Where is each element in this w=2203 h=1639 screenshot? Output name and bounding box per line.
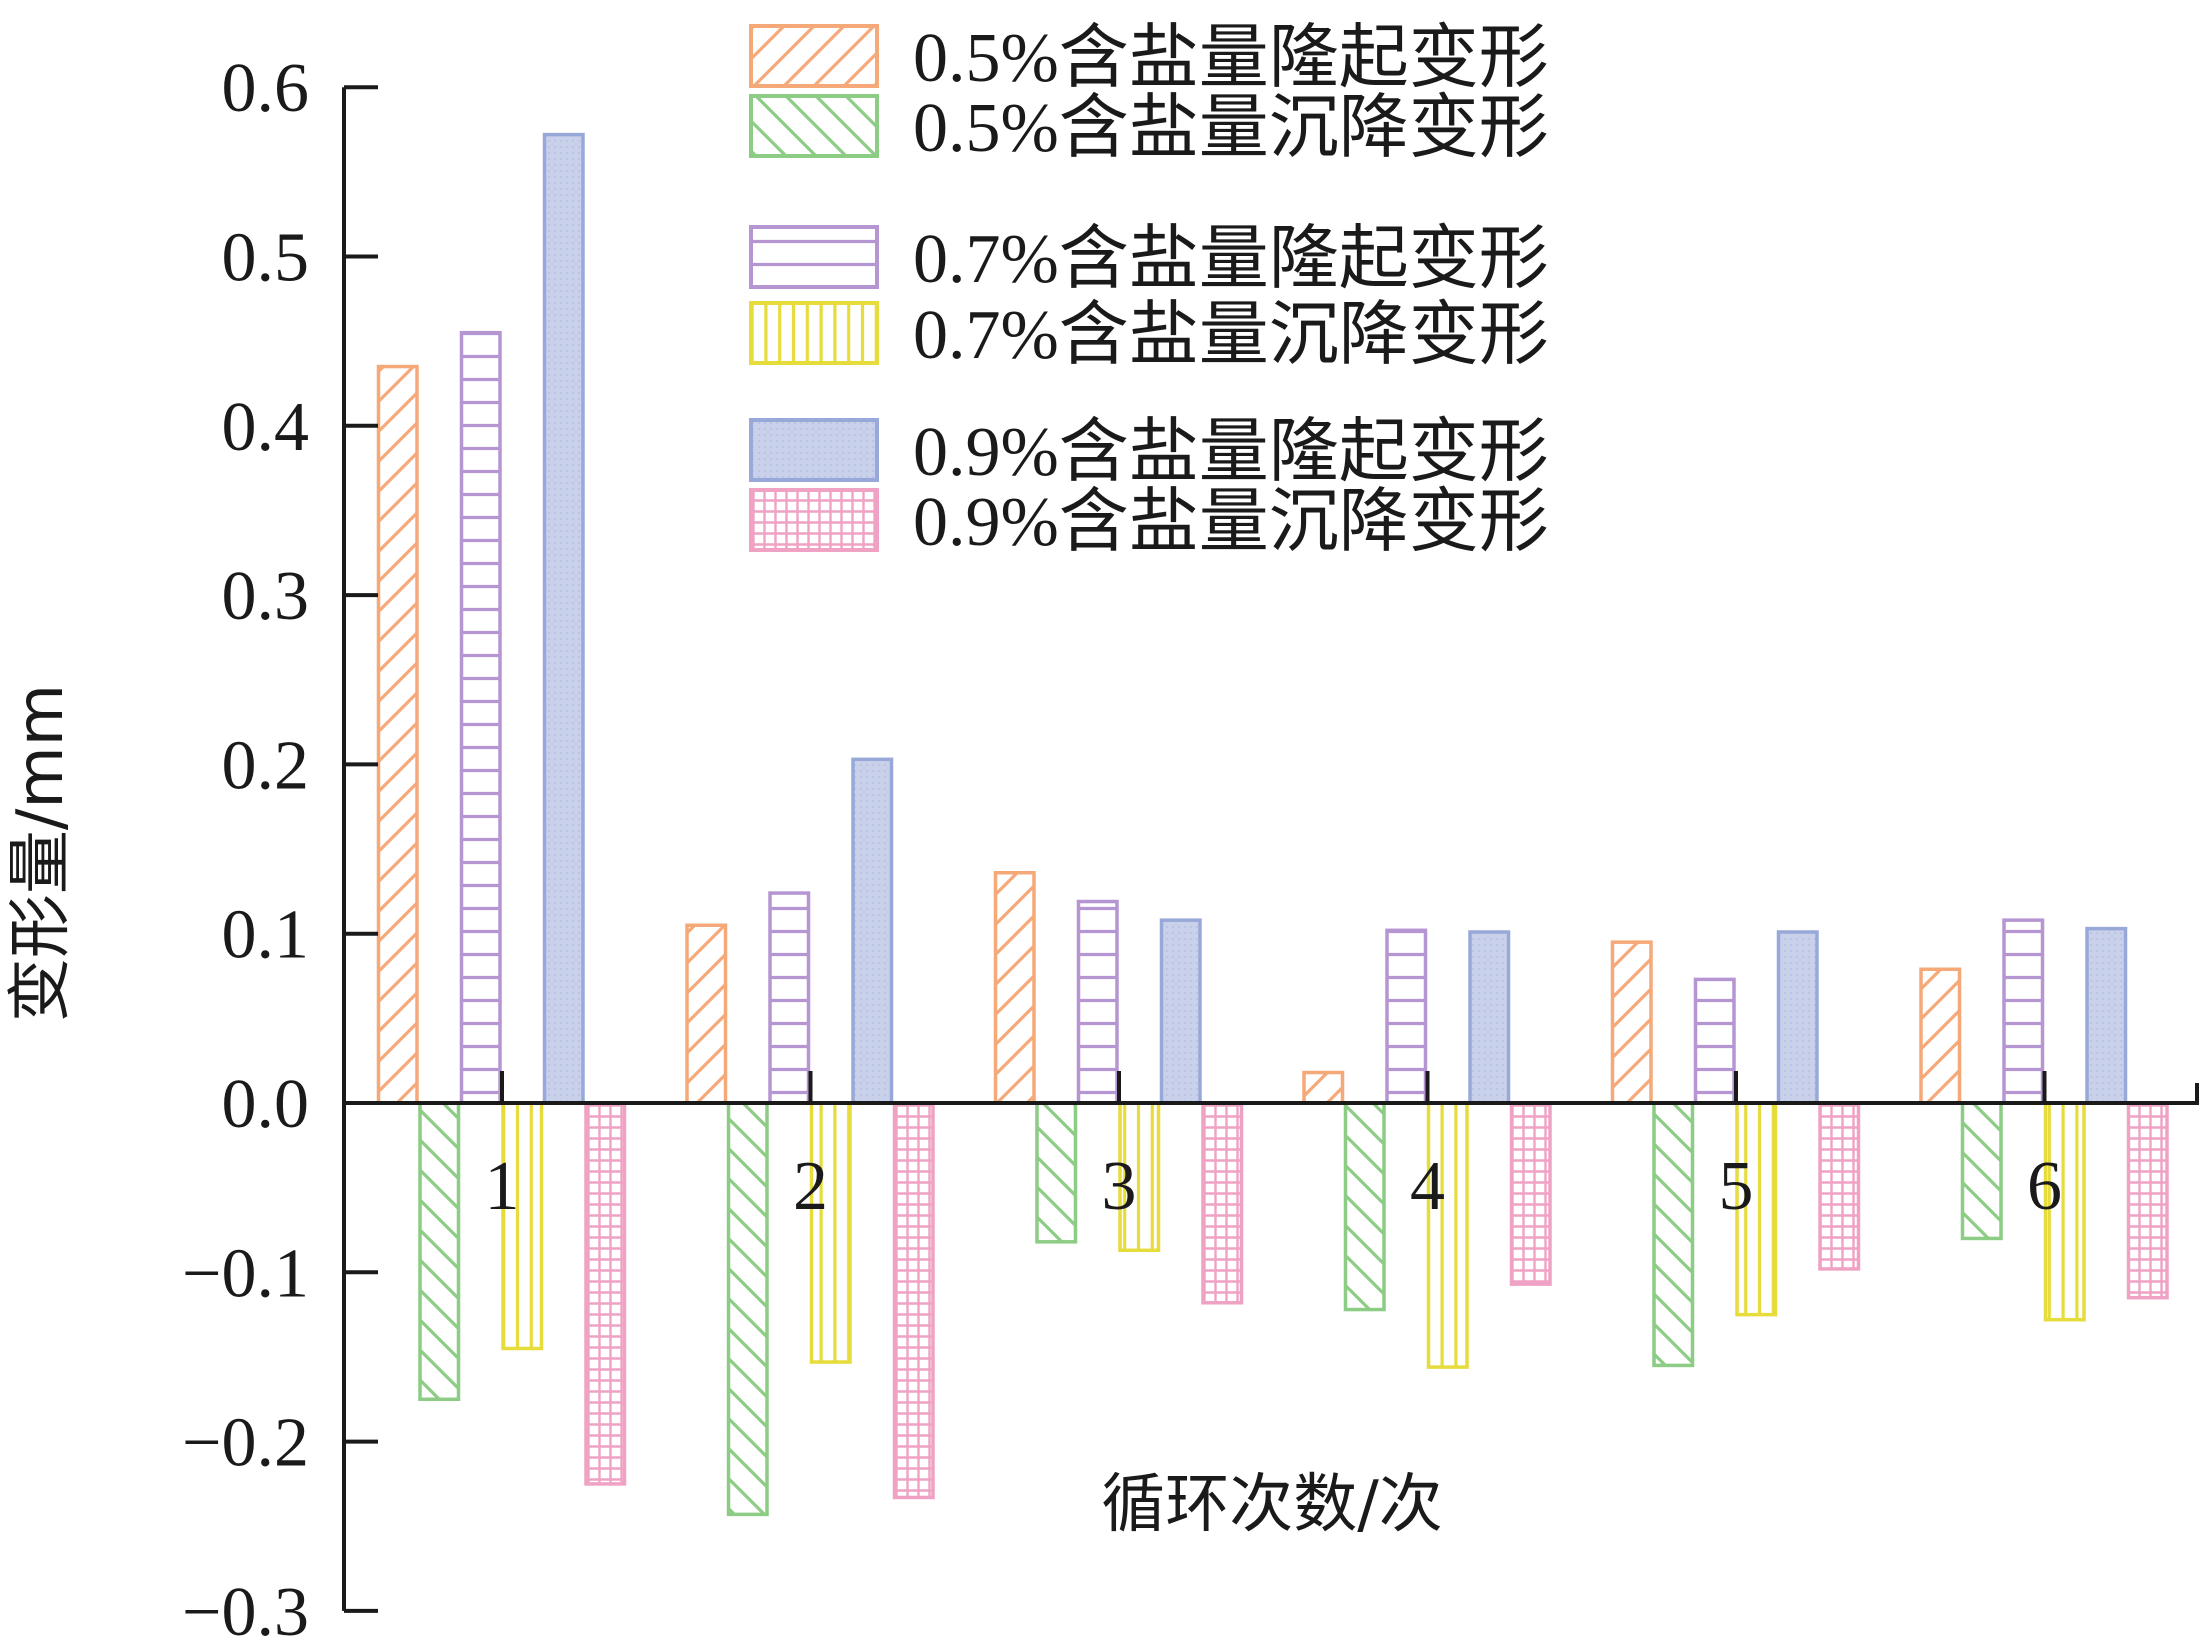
x-tick-label: 1 bbox=[485, 1148, 520, 1225]
bar-s2-c6 bbox=[1960, 1101, 2003, 1241]
bar-s4-c1 bbox=[501, 1101, 544, 1351]
bar-s5-c3 bbox=[1159, 918, 1202, 1105]
y-tick-label: 0.3 bbox=[222, 558, 310, 635]
bar-s5-c1 bbox=[542, 132, 585, 1105]
bar-s6-c5 bbox=[1818, 1101, 1861, 1271]
bar-s1-c4 bbox=[1302, 1070, 1345, 1105]
bar-s3-c5 bbox=[1693, 977, 1736, 1105]
bar-s5-c2 bbox=[851, 757, 894, 1105]
y-tick-label: 0.0 bbox=[222, 1066, 310, 1143]
legend-swatch-1 bbox=[749, 24, 879, 88]
bar-s6-c1 bbox=[584, 1101, 627, 1486]
legend-label-4: 0.7%含盐量沉降变形 bbox=[913, 297, 1549, 374]
bar-s6-c2 bbox=[892, 1101, 935, 1500]
y-tick-label: −0.3 bbox=[182, 1574, 309, 1639]
legend-label-3: 0.7%含盐量隆起变形 bbox=[913, 221, 1549, 298]
bars-layer bbox=[376, 132, 2169, 1517]
bar-s5-c4 bbox=[1468, 930, 1511, 1105]
axes bbox=[342, 85, 2199, 1613]
bar-s3-c6 bbox=[2002, 918, 2045, 1105]
x-tick-label: 4 bbox=[1410, 1148, 1445, 1225]
bar-s4-c5 bbox=[1735, 1101, 1778, 1317]
x-tick-label: 5 bbox=[1719, 1148, 1754, 1225]
bar-s4-c6 bbox=[2043, 1101, 2086, 1322]
bar-s1-c5 bbox=[1610, 940, 1653, 1105]
bar-s6-c3 bbox=[1201, 1101, 1244, 1305]
legend-label-1: 0.5%含盐量隆起变形 bbox=[913, 20, 1549, 97]
bar-s2-c5 bbox=[1652, 1101, 1695, 1368]
bar-s3-c4 bbox=[1385, 928, 1428, 1105]
y-tick-label: 0.2 bbox=[222, 727, 310, 804]
legend-label-2: 0.5%含盐量沉降变形 bbox=[913, 90, 1549, 167]
legend-swatch-6 bbox=[749, 488, 879, 552]
bar-s1-c3 bbox=[993, 871, 1036, 1105]
y-tick-label: 0.4 bbox=[222, 389, 310, 466]
bar-s2-c3 bbox=[1035, 1101, 1078, 1244]
legend-swatch-2 bbox=[749, 94, 879, 158]
y-tick-label: 0.1 bbox=[222, 897, 310, 974]
y-tick-label: 0.5 bbox=[222, 220, 310, 297]
legend-label-5: 0.9%含盐量隆起变形 bbox=[913, 414, 1549, 491]
legend-swatch-4 bbox=[749, 301, 879, 365]
legend-swatch-3 bbox=[749, 225, 879, 289]
bar-s4-c2 bbox=[809, 1101, 852, 1364]
bar-s1-c1 bbox=[376, 364, 419, 1105]
y-tick-label: −0.2 bbox=[182, 1405, 309, 1482]
y-tick-label: 0.6 bbox=[222, 50, 310, 127]
bar-s3-c1 bbox=[459, 330, 502, 1105]
bar-s1-c6 bbox=[1919, 967, 1962, 1105]
legend-label-6: 0.9%含盐量沉降变形 bbox=[913, 484, 1549, 561]
tick-labels: 0.6 0.5 0.4 0.3 0.2 0.1 0.0 −0.1 −0.2 −0.3 1 2 3 4 5 6 bbox=[182, 50, 2062, 1639]
bar-s5-c5 bbox=[1776, 930, 1819, 1105]
bar-s2-c1 bbox=[418, 1101, 461, 1402]
legend-swatch-5 bbox=[749, 418, 879, 482]
bar-s3-c3 bbox=[1076, 899, 1119, 1105]
y-axis-label: 变形量/mm bbox=[4, 684, 78, 1022]
bar-s6-c6 bbox=[2126, 1101, 2169, 1300]
bar-s5-c6 bbox=[2085, 926, 2128, 1105]
bar-s2-c4 bbox=[1343, 1101, 1386, 1312]
x-tick-label: 6 bbox=[2027, 1148, 2062, 1225]
x-tick-label: 2 bbox=[793, 1148, 828, 1225]
bar-s3-c2 bbox=[768, 891, 811, 1105]
x-tick-label: 3 bbox=[1102, 1148, 1137, 1225]
bar-s4-c4 bbox=[1426, 1101, 1469, 1369]
x-axis-label: 循环次数/次 bbox=[1101, 1468, 1443, 1542]
bar-s1-c2 bbox=[685, 923, 728, 1105]
y-tick-label: −0.1 bbox=[182, 1235, 309, 1312]
bar-s6-c4 bbox=[1509, 1101, 1552, 1286]
bar-s2-c2 bbox=[726, 1101, 769, 1517]
